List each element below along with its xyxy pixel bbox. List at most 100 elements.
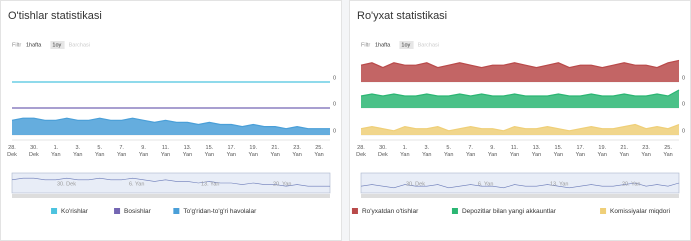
x-tick-part: Yan <box>139 152 148 158</box>
x-tick-part: 30. <box>30 145 38 151</box>
legend-label[interactable]: Depozitlar bilan yangi akkauntlar <box>462 208 557 215</box>
x-tick-label: 19. Yan <box>249 145 258 158</box>
legend-label[interactable]: Komissiyalar miqdori <box>610 208 670 215</box>
zoom-button[interactable]: 1hafta <box>375 42 391 48</box>
zoom-button[interactable]: Barchasi <box>69 42 90 48</box>
x-tick-label: 11. Yan <box>510 145 519 158</box>
x-tick-part: Yan <box>95 152 104 158</box>
area <box>361 60 679 82</box>
navigator-label: 6. Yan <box>478 181 493 187</box>
x-tick-part: 19. <box>598 145 606 151</box>
x-tick-part: 17. <box>576 145 584 151</box>
x-tick-label: 9. Yan <box>139 145 148 158</box>
navigator-label: 30. Dek <box>57 181 76 187</box>
x-tick-label: 1. Yan <box>51 145 60 158</box>
x-tick-part: 17. <box>227 145 235 151</box>
x-tick-part: 11. <box>511 145 519 151</box>
y-tick-label: 0 <box>333 75 336 81</box>
x-tick-part: Yan <box>270 152 279 158</box>
x-tick-part: 30. <box>379 145 387 151</box>
x-tick-part: 23. <box>293 145 301 151</box>
x-tick-part: 1. <box>403 145 408 151</box>
x-tick-label: 17. Yan <box>227 145 236 158</box>
scrollbar[interactable] <box>12 194 330 198</box>
legend-label[interactable]: To'g'ridan-to'g'ri havolalar <box>183 208 257 215</box>
x-tick-label: 3. Yan <box>422 145 431 158</box>
x-tick-label: 5. Yan <box>95 145 104 158</box>
x-tick-part: Yan <box>51 152 60 158</box>
x-tick-label: 21. Yan <box>270 145 279 158</box>
x-tick-label: 15. Yan <box>554 145 563 158</box>
x-tick-part: 5. <box>97 145 102 151</box>
area <box>361 90 679 108</box>
x-tick-part: 21. <box>620 145 628 151</box>
zoom-label: Filtr <box>361 42 370 48</box>
x-tick-part: Yan <box>292 152 301 158</box>
zoom-button[interactable]: 1oy <box>401 42 410 48</box>
x-tick-part: Dek <box>378 152 388 158</box>
x-tick-part: Yan <box>400 152 409 158</box>
x-tick-part: 9. <box>141 145 146 151</box>
x-tick-label: 17. Yan <box>576 145 585 158</box>
x-tick-part: 25. <box>664 145 672 151</box>
x-tick-part: 28. <box>8 145 16 151</box>
x-tick-label: 13. Yan <box>532 145 541 158</box>
legend-marker <box>600 208 607 214</box>
x-tick-part: Yan <box>73 152 82 158</box>
x-tick-label: 11. Yan <box>161 145 170 158</box>
x-tick-part: 15. <box>206 145 214 151</box>
scrollbar[interactable] <box>361 194 679 198</box>
x-tick-label: 21. Yan <box>619 145 628 158</box>
x-tick-part: 9. <box>490 145 495 151</box>
y-tick-label: 0 <box>682 101 685 107</box>
navigator-label: 20. Yan <box>622 181 640 187</box>
legend-label[interactable]: Ro'yxatdan o'tishlar <box>362 208 419 215</box>
y-tick-label: 0 <box>682 75 685 81</box>
navigator-label: 30. Dek <box>406 181 425 187</box>
x-tick-label: 23. Yan <box>292 145 301 158</box>
x-tick-label: 23. Yan <box>641 145 650 158</box>
x-tick-part: Yan <box>249 152 258 158</box>
x-tick-part: Yan <box>576 152 585 158</box>
x-tick-part: 15. <box>555 145 563 151</box>
x-tick-part: Dek <box>356 152 366 158</box>
x-tick-part: Yan <box>663 152 672 158</box>
x-tick-part: Yan <box>205 152 214 158</box>
legend-label[interactable]: Bosishlar <box>124 208 152 215</box>
x-tick-part: Yan <box>554 152 563 158</box>
panel-title: Ro'yxat statistikasi <box>357 10 447 22</box>
navigator-label: 20. Yan <box>273 181 291 187</box>
legend-label[interactable]: Ko'rishlar <box>61 208 89 215</box>
zoom-active <box>50 41 65 49</box>
x-tick-label: 5. Yan <box>444 145 453 158</box>
x-tick-part: Yan <box>532 152 541 158</box>
zoom-active <box>399 41 414 49</box>
x-tick-label: 30. Dek <box>378 145 388 158</box>
x-tick-part: Yan <box>619 152 628 158</box>
legend-marker <box>173 208 180 214</box>
panel-title: O'tishlar statistikasi <box>8 10 102 22</box>
x-tick-part: 21. <box>271 145 279 151</box>
x-tick-part: 19. <box>249 145 257 151</box>
navigator-line <box>11 177 330 187</box>
zoom-button[interactable]: Barchasi <box>418 42 439 48</box>
area <box>12 118 330 135</box>
navigator-label: 13. Yan <box>201 181 219 187</box>
navigator <box>11 172 331 194</box>
x-tick-part: Yan <box>598 152 607 158</box>
legend-marker <box>351 208 358 214</box>
x-tick-label: 25. Yan <box>314 145 323 158</box>
x-tick-part: 13. <box>533 145 541 151</box>
zoom-button[interactable]: 1oy <box>52 42 61 48</box>
x-tick-label: 1. Yan <box>400 145 409 158</box>
x-tick-label: 19. Yan <box>598 145 607 158</box>
navigator-label: 6. Yan <box>129 181 144 187</box>
legend-marker <box>114 208 121 214</box>
x-tick-part: Yan <box>183 152 192 158</box>
legend-marker <box>451 208 458 214</box>
x-tick-part: Yan <box>422 152 431 158</box>
x-tick-label: 30. Dek <box>29 145 39 158</box>
x-tick-label: 28. Dek <box>7 145 17 158</box>
zoom-button[interactable]: 1hafta <box>26 42 42 48</box>
zoom-label: Filtr <box>12 42 21 48</box>
